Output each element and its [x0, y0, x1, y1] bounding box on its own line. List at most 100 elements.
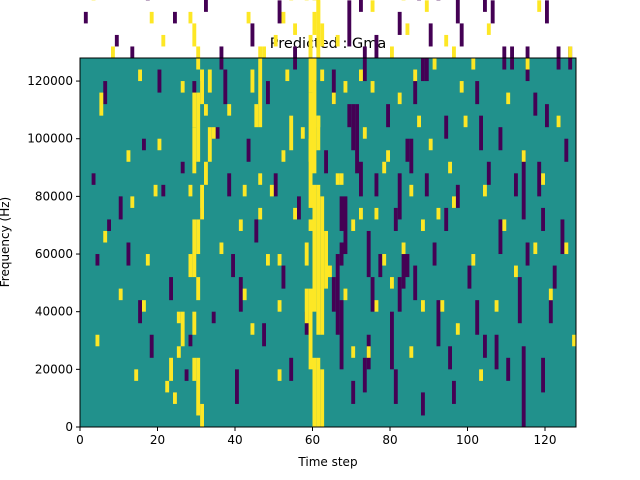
- high-cell: [312, 357, 317, 427]
- low-cell: [211, 311, 216, 324]
- high-cell: [192, 127, 197, 174]
- low-cell: [525, 242, 530, 266]
- low-cell: [421, 58, 425, 82]
- high-cell: [374, 300, 379, 312]
- low-cell: [424, 173, 429, 197]
- low-cell: [138, 300, 142, 324]
- low-cell: [235, 369, 239, 404]
- high-cell: [304, 242, 309, 266]
- low-cell: [424, 58, 429, 82]
- high-cell: [207, 127, 212, 162]
- high-cell: [192, 219, 197, 278]
- low-cell: [351, 380, 356, 404]
- high-cell: [320, 196, 325, 335]
- high-cell: [277, 369, 282, 381]
- low-cell: [448, 346, 452, 370]
- high-cell: [188, 254, 193, 278]
- low-cell: [359, 161, 363, 197]
- low-cell: [521, 346, 526, 427]
- low-cell: [188, 334, 193, 347]
- low-cell: [545, 104, 549, 128]
- high-cell: [455, 323, 460, 335]
- high-cell: [390, 46, 394, 58]
- high-cell: [308, 46, 313, 93]
- low-cell: [126, 242, 131, 266]
- low-cell: [564, 138, 569, 162]
- high-cell: [192, 92, 197, 128]
- high-cell: [173, 392, 177, 404]
- high-cell: [343, 288, 348, 301]
- low-cell: [455, 0, 460, 24]
- y-tick-label: 100000: [27, 132, 73, 146]
- low-cell: [490, 0, 495, 24]
- low-cell: [362, 357, 367, 393]
- high-cell: [111, 46, 115, 58]
- high-cell: [316, 184, 321, 335]
- low-cell: [114, 34, 119, 47]
- high-cell: [502, 219, 507, 231]
- high-cell: [165, 380, 170, 393]
- low-cell: [266, 81, 270, 105]
- high-cell: [343, 81, 348, 93]
- low-cell: [355, 104, 359, 174]
- high-cell: [269, 184, 274, 197]
- low-cell: [374, 34, 379, 58]
- x-tick-label: 20: [150, 433, 165, 447]
- y-tick-label: 0: [65, 420, 73, 434]
- low-cell: [331, 69, 336, 105]
- high-cell: [200, 184, 204, 220]
- high-cell: [196, 277, 201, 301]
- high-cell: [440, 300, 445, 312]
- high-cell: [537, 0, 542, 12]
- low-cell: [545, 0, 549, 24]
- high-cell: [521, 150, 526, 162]
- high-cell: [211, 127, 216, 139]
- high-cell: [196, 357, 201, 416]
- high-cell: [285, 69, 290, 82]
- low-cell: [436, 300, 441, 347]
- high-cell: [188, 11, 193, 24]
- high-cell: [103, 230, 108, 243]
- x-tick-label: 40: [227, 433, 242, 447]
- high-cell: [273, 34, 278, 47]
- high-cell: [250, 69, 255, 93]
- x-axis-label: Time step: [297, 455, 357, 469]
- high-cell: [401, 242, 406, 255]
- high-cell: [366, 346, 371, 358]
- high-cell: [444, 34, 449, 47]
- high-cell: [471, 254, 476, 266]
- low-cell: [498, 219, 503, 255]
- high-cell: [351, 219, 356, 231]
- high-cell: [486, 23, 491, 35]
- low-cell: [149, 334, 154, 358]
- high-cell: [192, 311, 197, 335]
- low-cell: [231, 254, 235, 278]
- high-cell: [118, 288, 123, 301]
- high-cell: [289, 115, 294, 151]
- high-cell: [281, 150, 286, 162]
- high-cell: [308, 288, 313, 370]
- low-cell: [262, 323, 266, 347]
- low-cell: [397, 173, 402, 220]
- high-cell: [196, 92, 201, 162]
- high-cell: [266, 254, 270, 266]
- high-cell: [386, 150, 390, 162]
- high-cell: [316, 0, 321, 58]
- high-cell: [374, 207, 379, 220]
- low-cell: [273, 173, 278, 197]
- high-cell: [312, 11, 317, 35]
- low-cell: [142, 138, 146, 151]
- plot-frame: [79, 57, 577, 428]
- high-cell: [514, 265, 518, 278]
- low-cell: [347, 0, 352, 47]
- high-cell: [370, 0, 375, 12]
- chart-title: Predicted : Gma: [270, 36, 386, 52]
- low-cell: [297, 196, 301, 220]
- low-cell: [169, 277, 173, 301]
- low-cell: [533, 92, 538, 116]
- high-cell: [258, 173, 263, 185]
- high-cell: [316, 357, 321, 427]
- high-cell: [397, 92, 402, 105]
- low-cell: [413, 265, 418, 301]
